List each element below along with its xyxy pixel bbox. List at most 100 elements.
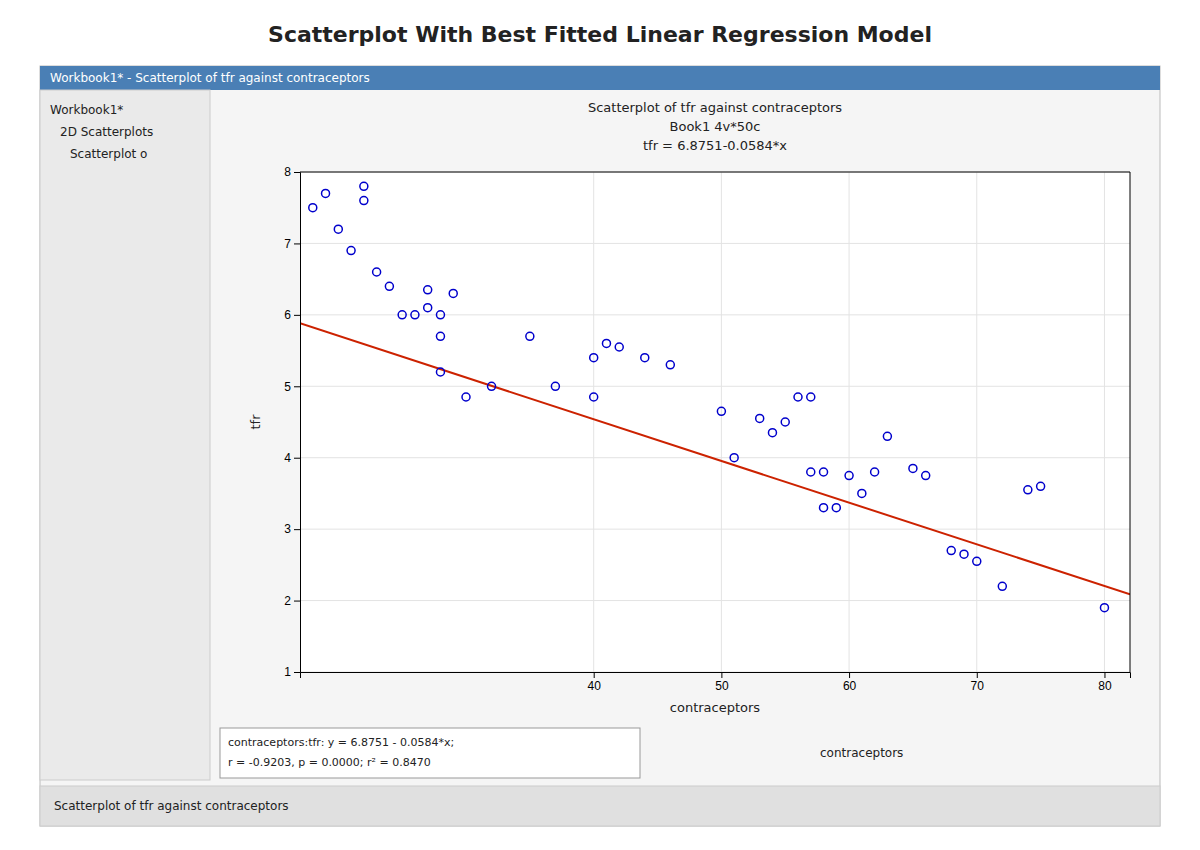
plot-background (300, 172, 1130, 672)
scatter-point (590, 393, 598, 401)
scatter-point (424, 304, 432, 312)
scatter-point (807, 468, 815, 476)
grid-line (976, 172, 977, 672)
y-tick-label: 1 (284, 665, 291, 679)
scatter-point (871, 468, 879, 476)
y-tick: 7 (284, 237, 300, 251)
scatter-point (960, 550, 968, 558)
scatter-point (398, 311, 406, 319)
grid-line (300, 314, 1130, 315)
title: Scatterplot With Best Fitted Linear Regr… (268, 22, 932, 47)
y-tick-mark (294, 386, 300, 387)
x-tick-mark (977, 672, 978, 678)
chart: Scatterplot With Best Fitted Linear Regr… (0, 0, 1200, 850)
y-tick-mark (294, 172, 300, 173)
subtitle: Scatterplot of tfr against contraceptors (588, 100, 842, 115)
scatter-point (1024, 486, 1032, 494)
scatter-point (807, 393, 815, 401)
y-tick-mark (294, 601, 300, 602)
y-tick-mark (294, 672, 300, 673)
scatter-point (717, 407, 725, 415)
taskbar (40, 786, 1160, 826)
scatter-point (590, 354, 598, 362)
scatter-point (845, 472, 853, 480)
y-tick: 1 (284, 665, 300, 679)
grid-line (300, 243, 1130, 244)
scatter-point (347, 247, 355, 255)
sidebar-item: 2D Scatterplots (60, 125, 153, 139)
x-axis: 40 50 60 70 80 (301, 672, 1131, 693)
y-tick-label: 2 (284, 594, 291, 608)
scatter-point (385, 282, 393, 290)
x-tick-mark (849, 672, 850, 678)
scatter-point (756, 414, 764, 422)
scatter-point (820, 468, 828, 476)
y-tick-label: 5 (284, 380, 291, 394)
scatter-point (858, 489, 866, 497)
scatter-point (615, 343, 623, 351)
y-tick: 4 (284, 451, 300, 465)
y-tick: 6 (284, 308, 300, 322)
y-axis-label: tfr (248, 414, 263, 430)
sidebar-item: Scatterplot o (70, 147, 147, 161)
scatter-point (551, 382, 559, 390)
sidebar (40, 90, 210, 780)
scatter-point (436, 332, 444, 340)
sidebar-item: Workbook1* (50, 103, 123, 117)
scatter-point (1037, 482, 1045, 490)
x-tick: 70 (971, 672, 985, 693)
x-tick-label: 60 (843, 679, 857, 693)
taskbar-label: Scatterplot of tfr against contraceptors (54, 799, 289, 813)
scatter-point (436, 368, 444, 376)
subtitle: Book1 4v*50c (670, 119, 761, 134)
y-tick-label: 7 (284, 237, 291, 251)
x-tick: 40 (588, 672, 602, 693)
scatter-point (488, 382, 496, 390)
scatter-point (973, 557, 981, 565)
x-axis-line (301, 673, 1131, 679)
info-panel (220, 728, 640, 778)
y-tick-mark (294, 458, 300, 459)
x-tick-label: 70 (971, 679, 985, 693)
scatter-point (322, 189, 330, 197)
marks (300, 182, 1130, 611)
scatter-point (947, 547, 955, 555)
scatter-point (411, 311, 419, 319)
bottom-x-label: contraceptors (820, 746, 903, 760)
scatter-point (334, 225, 342, 233)
y-tick: 2 (284, 594, 300, 608)
y-tick: 8 (284, 165, 300, 179)
y-tick: 3 (284, 522, 300, 536)
y-tick-label: 4 (284, 451, 291, 465)
x-tick-label: 40 (588, 679, 602, 693)
x-tick: 50 (715, 672, 729, 693)
scatter-point (526, 332, 534, 340)
grid-line (721, 172, 722, 672)
y-tick: 5 (284, 380, 300, 394)
y-tick-mark (294, 315, 300, 316)
regression-line (300, 323, 1130, 594)
scatter-point (883, 432, 891, 440)
grid-line (300, 172, 1130, 173)
x-tick-label: 50 (715, 679, 729, 693)
y-tick-mark (294, 529, 300, 530)
x-tick: 80 (1098, 672, 1112, 693)
y-tick-label: 6 (284, 308, 291, 322)
scatter-point (309, 204, 317, 212)
grid-line (593, 172, 594, 672)
scatter-point (820, 504, 828, 512)
y-axis-line (294, 173, 301, 673)
scatter-point (781, 418, 789, 426)
plot-frame (300, 172, 1130, 173)
subtitle: tfr = 6.8751-0.0584*x (643, 138, 787, 153)
scatter-point (909, 464, 917, 472)
grid (300, 172, 1130, 672)
grid-line (849, 172, 850, 672)
scatter-point (998, 582, 1006, 590)
grid-line (300, 386, 1130, 387)
scatter-point (436, 311, 444, 319)
x-axis-label: contraceptors (670, 700, 761, 715)
info-stats: r = -0.9203, p = 0.0000; r² = 0.8470 (228, 756, 431, 769)
y-tick-label: 3 (284, 522, 291, 536)
scatter-point (666, 361, 674, 369)
